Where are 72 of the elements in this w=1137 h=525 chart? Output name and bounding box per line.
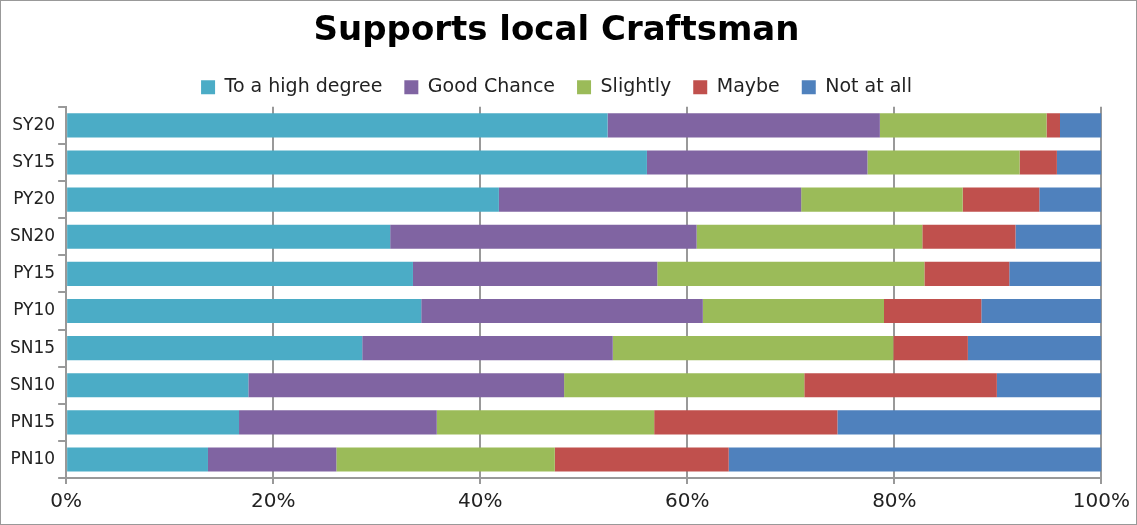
bar: [421, 298, 703, 324]
x-tick-label: 20%: [250, 488, 296, 513]
y-tick-label: SN10: [10, 373, 56, 394]
x-tick-label: 0%: [50, 488, 83, 513]
bar: [67, 150, 647, 175]
bar: [412, 261, 658, 286]
bar: [498, 187, 802, 212]
bar: [207, 447, 337, 472]
legend-label: To a high degree: [223, 74, 383, 97]
bar: [884, 298, 982, 324]
bar: [336, 447, 555, 472]
bar: [646, 150, 868, 175]
bar: [996, 373, 1102, 398]
bar: [607, 113, 880, 138]
chart-title: Supports local Craftsman: [313, 8, 800, 49]
bar: [654, 410, 838, 435]
x-tick-label: 60%: [665, 488, 710, 513]
bar: [67, 113, 608, 138]
y-tick-label: PN10: [10, 447, 56, 468]
bar: [1060, 113, 1102, 138]
x-tick-label: 40%: [458, 488, 503, 513]
y-tick-label: SY15: [12, 150, 56, 171]
bar: [981, 298, 1102, 324]
x-tick-label: 80%: [872, 488, 917, 513]
bar: [893, 336, 968, 361]
x-tick-label: 100%: [1072, 488, 1130, 513]
bar: [362, 336, 613, 361]
bar: [67, 447, 208, 472]
bar: [436, 410, 655, 435]
y-tick-label: PY10: [13, 299, 56, 320]
bar: [922, 224, 1016, 249]
bar: [696, 224, 923, 249]
bar: [1009, 261, 1102, 286]
bar: [67, 410, 240, 435]
bar: [67, 373, 249, 398]
bar: [67, 336, 363, 361]
bar: [67, 224, 391, 249]
bar: [702, 298, 884, 324]
bar: [612, 336, 894, 361]
bar: [67, 261, 413, 286]
bar: [1046, 113, 1060, 138]
bar: [967, 336, 1102, 361]
y-tick-label: PY15: [13, 262, 56, 283]
y-tick-label: SN15: [10, 336, 56, 357]
y-tick-label: PN15: [10, 410, 56, 431]
bar: [564, 373, 805, 398]
bar: [1039, 187, 1102, 212]
bar: [728, 447, 1102, 472]
legend-label: Slightly: [600, 74, 672, 97]
legend-label: Not at all: [825, 74, 912, 97]
bar: [248, 373, 565, 398]
bar: [554, 447, 729, 472]
bar: [804, 373, 997, 398]
legend-label: Maybe: [716, 74, 780, 97]
y-tick-label: SY20: [12, 113, 56, 134]
bar: [962, 187, 1040, 212]
bar: [67, 298, 422, 324]
bar: [1015, 224, 1102, 249]
y-tick-label: PY20: [13, 188, 56, 209]
bar: [1056, 150, 1102, 175]
bar: [879, 113, 1047, 138]
y-tick-label: SN20: [10, 225, 56, 246]
bar: [801, 187, 963, 212]
bar: [924, 261, 1010, 286]
bar: [657, 261, 925, 286]
bar: [837, 410, 1102, 435]
bar: [67, 187, 499, 212]
bar: [390, 224, 697, 249]
legend-label: Good Chance: [427, 74, 556, 97]
bar: [239, 410, 437, 435]
bar: [867, 150, 1020, 175]
bar: [1019, 150, 1057, 175]
